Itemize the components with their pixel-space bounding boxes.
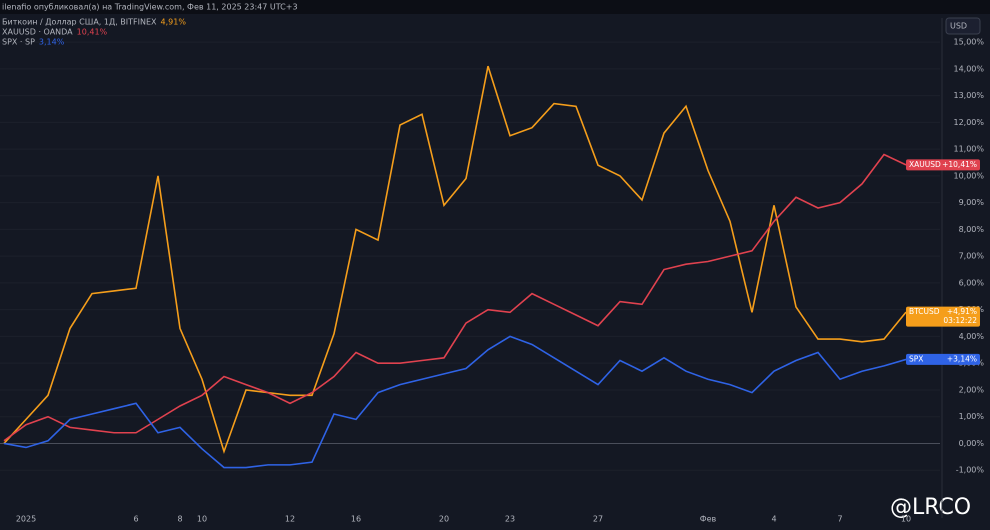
price-tag-name: SPX <box>909 354 923 363</box>
series-line <box>3 335 907 469</box>
currency-box <box>945 17 981 35</box>
y-tick-label: 1,00% <box>959 412 985 421</box>
y-tick-label: 0,00% <box>959 439 985 448</box>
legend-label: Биткоин / Доллар США, 1Д, BITFINEX <box>2 18 157 27</box>
x-tick-label: 7 <box>837 515 842 524</box>
y-tick-label: 7,00% <box>959 252 985 261</box>
watermark: @LRCO <box>890 495 971 520</box>
series-line <box>3 65 907 455</box>
y-tick-label: 6,00% <box>959 278 985 287</box>
x-tick-label: 23 <box>505 515 515 524</box>
legend-value: 4,91% <box>161 18 187 27</box>
currency: USD <box>950 22 967 31</box>
price-tag-time: 03:12:22 <box>943 316 977 325</box>
y-tick-label: 10,00% <box>953 171 984 180</box>
y-tick-label: 11,00% <box>953 145 984 154</box>
y-tick-label: 2,00% <box>959 385 985 394</box>
x-tick-label: 12 <box>285 515 295 524</box>
x-tick-label: 6 <box>133 515 138 524</box>
y-tick-label: 15,00% <box>953 38 984 47</box>
x-tick-label: Фев <box>700 515 717 524</box>
y-tick-label: 9,00% <box>959 198 985 207</box>
price-tag-name: XAUUSD <box>909 160 941 169</box>
series-line <box>3 153 907 442</box>
y-tick-label: 13,00% <box>953 91 984 100</box>
y-tick-label: 4,00% <box>959 332 985 341</box>
header: ilenafio опубликовал(а) на TradingView.c… <box>2 3 298 12</box>
price-tag-value: +4,91% <box>947 307 977 316</box>
y-tick-label: 14,00% <box>953 64 984 73</box>
legend-value: 3,14% <box>39 38 65 47</box>
price-tag-name: BTCUSD <box>909 307 940 316</box>
x-tick-label: 27 <box>593 515 603 524</box>
header-bar <box>0 0 990 14</box>
x-tick-label: 20 <box>439 515 449 524</box>
x-tick-label: 2025 <box>16 515 36 524</box>
legend-label: XAUUSD · OANDA <box>2 28 73 37</box>
x-tick-label: 10 <box>197 515 207 524</box>
price-tag <box>906 159 980 171</box>
price-tag-value: +10,41% <box>942 160 977 169</box>
x-tick-label: 16 <box>351 515 361 524</box>
x-tick-label: 10 <box>901 515 911 524</box>
x-tick-label: 8 <box>177 515 182 524</box>
y-tick-label: 8,00% <box>959 225 985 234</box>
y-tick-label: 12,00% <box>953 118 984 127</box>
x-tick-label: 4 <box>771 515 776 524</box>
legend-label: SPX · SP <box>2 38 35 47</box>
price-tag-value: +3,14% <box>947 354 977 363</box>
y-tick-label: -1,00% <box>956 466 985 475</box>
price-tag <box>906 353 980 365</box>
price-tag <box>906 306 980 327</box>
legend-value: 10,41% <box>77 28 108 37</box>
